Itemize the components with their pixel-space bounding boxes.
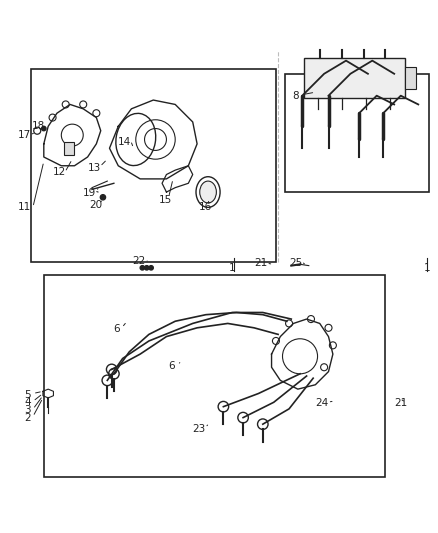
Text: 4: 4: [24, 397, 31, 407]
Text: 21: 21: [394, 398, 407, 408]
Text: 1: 1: [229, 263, 236, 273]
Circle shape: [149, 265, 153, 270]
Bar: [44, 275, 385, 477]
Circle shape: [42, 126, 46, 131]
Text: 18: 18: [32, 122, 45, 131]
Text: 11: 11: [18, 203, 31, 212]
Text: 23: 23: [193, 424, 206, 434]
Text: 12: 12: [53, 167, 66, 177]
Text: 24: 24: [315, 398, 328, 408]
Text: 19: 19: [83, 188, 96, 198]
Bar: [31, 69, 276, 262]
Bar: [405, 67, 416, 89]
Text: 1: 1: [424, 263, 431, 273]
Bar: [64, 142, 74, 155]
Text: 22: 22: [133, 256, 146, 266]
Text: 13: 13: [88, 163, 101, 173]
Text: 17: 17: [18, 130, 31, 140]
Text: 16: 16: [198, 203, 212, 212]
Text: 21: 21: [254, 258, 267, 268]
Circle shape: [145, 265, 149, 270]
Text: 14: 14: [118, 136, 131, 147]
Bar: [285, 74, 429, 192]
Text: 6: 6: [168, 361, 175, 372]
Text: 8: 8: [292, 91, 299, 101]
Text: 20: 20: [89, 200, 102, 210]
Text: 6: 6: [113, 324, 120, 334]
Ellipse shape: [200, 181, 216, 203]
Text: 3: 3: [24, 405, 31, 415]
Text: 15: 15: [159, 195, 172, 205]
Circle shape: [100, 195, 106, 200]
Circle shape: [140, 265, 145, 270]
Bar: [304, 59, 405, 98]
Text: 25: 25: [289, 258, 302, 268]
Text: 5: 5: [24, 390, 31, 400]
Text: 2: 2: [24, 413, 31, 423]
